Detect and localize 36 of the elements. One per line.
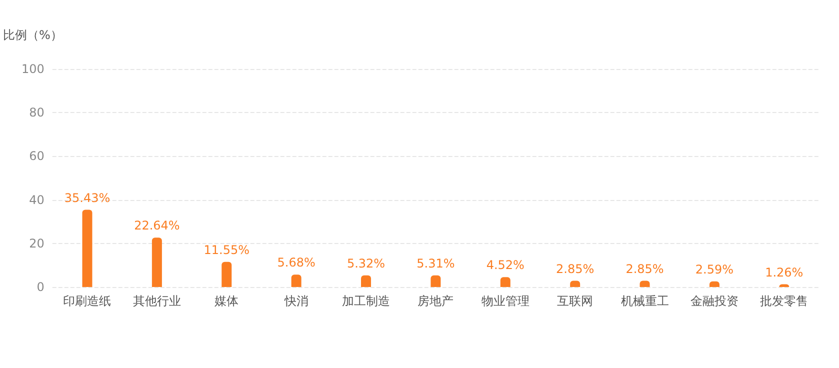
bar	[430, 275, 441, 287]
data-label: 4.52%	[486, 258, 524, 272]
data-label: 11.55%	[204, 242, 250, 257]
bar	[361, 275, 372, 287]
y-axis-title: 比例（%）	[2, 28, 62, 42]
y-tick-label: 20	[29, 236, 44, 250]
y-tick-label: 60	[29, 149, 44, 164]
x-tick-label: 快消	[283, 294, 308, 308]
y-tick-label: 0	[36, 280, 44, 294]
bar	[222, 262, 232, 287]
data-label: 2.85%	[556, 262, 594, 276]
bar	[82, 210, 92, 287]
bar	[500, 277, 510, 287]
x-tick-label: 金融投资	[690, 294, 738, 308]
bar	[291, 274, 302, 287]
x-tick-label: 媒体	[214, 294, 239, 308]
x-tick-label: 印刷造纸	[63, 294, 112, 308]
data-label: 2.85%	[626, 262, 664, 276]
x-tick-label: 机械重工	[620, 294, 669, 308]
y-tick-label: 80	[29, 106, 44, 120]
x-tick-label: 房地产	[418, 294, 454, 308]
data-label: 5.32%	[346, 256, 386, 270]
data-label: 5.31%	[416, 256, 455, 270]
data-label: 22.64%	[134, 218, 180, 233]
bar	[152, 238, 162, 287]
x-tick-label: 其他行业	[132, 294, 181, 308]
x-tick-label: 互联网	[557, 294, 594, 308]
x-tick-label: 物业管理	[481, 294, 530, 308]
data-label: 35.43%	[64, 190, 110, 205]
data-label: 5.68%	[277, 256, 316, 270]
x-tick-label: 批发零售	[760, 294, 808, 308]
data-label: 1.26%	[765, 265, 804, 280]
y-tick-label: 40	[29, 192, 44, 207]
y-tick-label: 100	[21, 62, 44, 76]
data-label: 2.59%	[695, 262, 734, 276]
x-tick-label: 加工制造	[342, 294, 390, 308]
